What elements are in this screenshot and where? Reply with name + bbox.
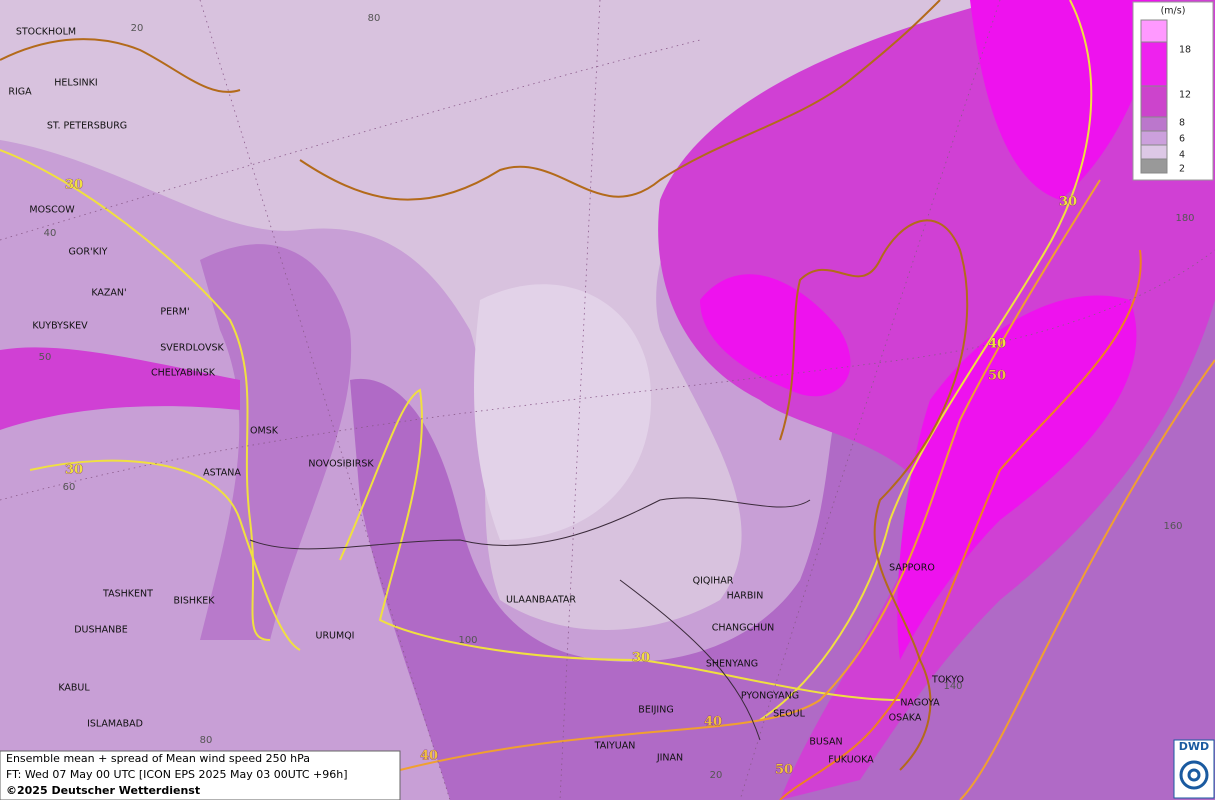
contour-label: 40 [420,749,438,764]
graticule-label: 50 [39,352,52,363]
legend: (m/s) 18 12 8 6 4 2 [1132,1,1214,181]
swatch [1140,116,1168,132]
coastlines [0,0,969,771]
graticule-label: 20 [710,770,723,781]
city-label: ULAANBAATAR [506,595,576,606]
field-8 [200,244,352,640]
field-12b [0,347,240,430]
legend-unit: (m/s) [1161,6,1186,17]
graticule-label: 20 [131,23,144,34]
legend-label: 2 [1179,164,1185,175]
logo-text: DWD [1179,740,1209,753]
caption-line: ©2025 Deutscher Wetterdienst [6,784,200,797]
graticule-label: 80 [200,735,213,746]
city-label: HARBIN [727,591,764,602]
city-label: NAGOYA [900,698,940,709]
graticule-label: 140 [943,681,962,692]
contour-label: 40 [704,715,722,730]
caption-line: FT: Wed 07 May 00 UTC [ICON EPS 2025 May… [6,768,348,781]
field-2 [474,284,652,540]
city-label: TAIYUAN [594,741,636,752]
legend-label: 12 [1179,90,1191,101]
caption-box: Ensemble mean + spread of Mean wind spee… [0,750,401,800]
city-label: STOCKHOLM [16,27,76,38]
city-label: CHANGCHUN [712,623,775,634]
contour-30c [339,388,901,701]
field-18 [700,0,1160,660]
swatch [1140,158,1168,174]
contour-50 [779,249,1142,800]
city-label: HELSINKI [54,78,97,89]
contour-label: 50 [775,763,793,778]
city-label: SAPPORO [889,563,935,574]
contour-label: 30 [1059,195,1077,210]
legend-label: 18 [1179,45,1191,56]
city-label: URUMQI [316,631,355,642]
legend-label: 6 [1179,134,1185,145]
graticule-label: 180 [1175,213,1194,224]
swatch [1140,130,1168,146]
caption-bg [0,750,401,800]
city-label: RIGA [8,87,32,98]
logo-icon [1179,760,1209,790]
labels: STOCKHOLM HELSINKI RIGA ST. PETERSBURG MOSCO… [8,13,1194,781]
borders [249,497,811,741]
city-label: ASTANA [203,468,241,479]
city-label: KAZAN' [91,288,126,299]
contour-30d [759,0,1093,721]
city-label: OSAKA [889,713,922,724]
city-label: SEOUL [773,709,805,720]
city-label: BISHKEK [174,596,216,607]
city-label: ST. PETERSBURG [47,121,127,132]
city-label: ISLAMABAD [87,719,143,730]
city-label: JINAN [656,753,683,764]
contour-30b [29,459,301,651]
city-label: DUSHANBE [74,625,128,636]
contour-40b [959,359,1215,800]
city-label: SVERDLOVSK [160,343,224,354]
contour-label: 40 [988,337,1006,352]
city-label: PERM' [160,307,189,318]
logo: DWD [1173,739,1215,799]
graticule-label: 100 [458,635,477,646]
contour-label: 50 [988,369,1006,384]
city-label: NOVOSIBIRSK [308,459,374,470]
city-label: OMSK [250,426,279,437]
city-label: FUKUOKA [828,755,874,766]
city-label: GOR'KIY [69,247,108,258]
graticule-label: 160 [1163,521,1182,532]
graticule-label: 40 [44,228,57,239]
contour-30 [0,149,271,641]
swatch [1140,85,1168,118]
city-label: TOKYO [931,675,964,686]
city-label: CHELYABINSK [151,368,216,379]
city-label: KABUL [58,683,90,694]
city-label: PYONGYANG [741,691,799,702]
graticule-label: 60 [63,482,76,493]
legend-label: 8 [1179,118,1185,129]
contour-label: 30 [65,463,83,478]
city-label: BUSAN [809,737,842,748]
swatch [1140,144,1168,160]
caption-line: Ensemble mean + spread of Mean wind spee… [6,752,310,765]
logo-icon [1187,768,1201,782]
legend-label: 4 [1179,150,1185,161]
city-label: BEIJING [638,705,673,716]
city-label: KUYBYSKEV [32,321,88,332]
city-label: TASHKENT [102,589,153,600]
contour-label: 30 [65,178,83,193]
swatch [1140,41,1168,87]
swatch [1140,19,1168,43]
contour-40 [399,179,1101,771]
graticule-label: 80 [368,13,381,24]
city-label: QIQIHAR [693,576,734,587]
city-label: MOSCOW [29,205,75,216]
contour-label: 30 [632,651,650,666]
city-label: SHENYANG [706,659,758,670]
